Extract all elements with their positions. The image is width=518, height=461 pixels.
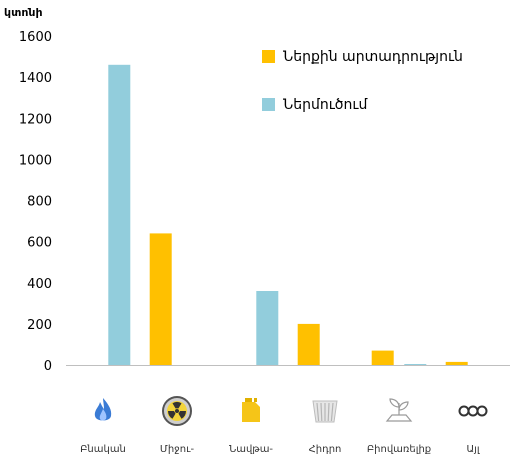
bar-domestic-5 bbox=[445, 361, 468, 365]
flame-icon bbox=[94, 398, 112, 421]
category-label: Բնական bbox=[80, 444, 126, 455]
plant-icon bbox=[385, 398, 413, 422]
legend-swatch bbox=[262, 50, 275, 63]
y-tick-label: 1200 bbox=[19, 112, 52, 127]
y-tick-label: 0 bbox=[44, 359, 52, 374]
category-labels: Բնական Միջու- Նավթա- Հիդրո Բիովառելիք Այլ bbox=[80, 444, 481, 455]
category-label: Բիովառելիք bbox=[367, 444, 431, 455]
legend: Ներքին արտադրություն Ներմուծում bbox=[262, 49, 463, 113]
bars bbox=[108, 64, 468, 366]
y-axis-title: կտոնի bbox=[4, 6, 43, 19]
legend-label: Ներքին արտադրություն bbox=[283, 49, 463, 65]
category-label: Նավթա- bbox=[229, 444, 273, 455]
y-tick-label: 800 bbox=[27, 195, 52, 210]
bar-import-0 bbox=[108, 64, 131, 366]
y-tick-label: 1000 bbox=[19, 153, 52, 168]
category-label: Այլ bbox=[466, 444, 480, 455]
dam-icon bbox=[312, 400, 338, 423]
legend-swatch bbox=[262, 98, 275, 111]
radiation-icon bbox=[162, 396, 192, 426]
y-tick-label: 1600 bbox=[19, 30, 52, 45]
y-axis-ticks: 0 200 400 600 800 1000 1200 1400 1600 bbox=[19, 30, 52, 374]
oil-canister-icon bbox=[242, 398, 260, 422]
infinity-icon bbox=[458, 405, 488, 417]
bar-domestic-4 bbox=[371, 350, 394, 365]
bar-import-2 bbox=[256, 291, 279, 365]
category-icons bbox=[94, 396, 488, 426]
y-tick-label: 600 bbox=[27, 236, 52, 251]
y-tick-label: 1400 bbox=[19, 71, 52, 86]
legend-label: Ներմուծում bbox=[283, 97, 368, 113]
y-tick-label: 400 bbox=[27, 277, 52, 292]
bar-domestic-3 bbox=[297, 323, 320, 365]
category-label: Միջու- bbox=[160, 444, 195, 455]
bar-domestic-1 bbox=[149, 233, 172, 365]
y-tick-label: 200 bbox=[27, 318, 52, 333]
category-label: Հիդրո bbox=[309, 444, 342, 455]
bar-import-4 bbox=[404, 364, 427, 365]
